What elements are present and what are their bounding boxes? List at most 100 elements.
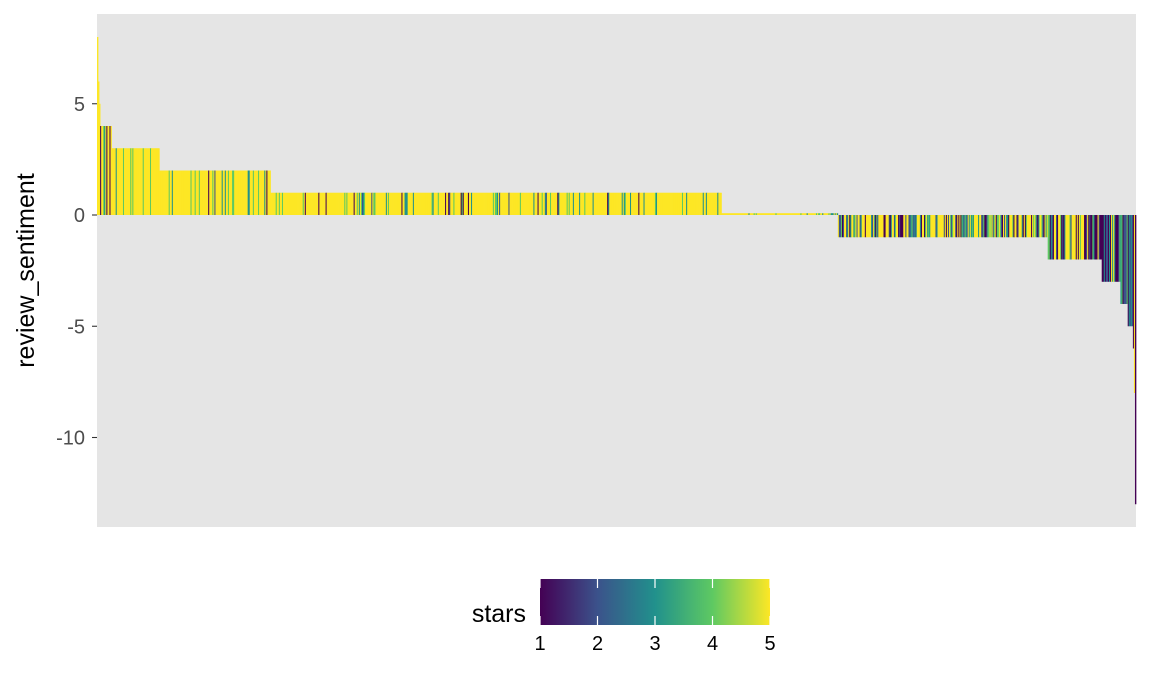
bar xyxy=(460,192,463,215)
bar xyxy=(282,192,285,215)
bar xyxy=(137,148,139,215)
bar xyxy=(844,215,846,238)
bar xyxy=(326,192,329,215)
bar xyxy=(240,170,242,215)
bar xyxy=(355,192,358,215)
bar xyxy=(695,192,697,215)
bar xyxy=(818,213,820,215)
bar xyxy=(862,215,865,238)
bar xyxy=(310,192,312,215)
bar xyxy=(1098,215,1100,260)
bar xyxy=(166,170,168,215)
bar xyxy=(331,192,334,215)
bar xyxy=(596,192,599,215)
bar xyxy=(340,192,342,215)
bar xyxy=(181,170,183,215)
bar xyxy=(790,213,792,215)
bar xyxy=(908,215,910,238)
bar xyxy=(521,192,524,215)
bar xyxy=(300,192,303,215)
bar xyxy=(963,215,965,238)
bar xyxy=(529,192,531,215)
bar xyxy=(393,192,395,215)
bar xyxy=(324,192,326,215)
bar xyxy=(884,215,886,238)
bar xyxy=(1015,215,1017,238)
bar xyxy=(258,170,260,215)
bar xyxy=(494,192,497,215)
bar xyxy=(339,192,341,215)
bar xyxy=(561,192,563,215)
bar xyxy=(957,215,959,238)
bar xyxy=(135,148,137,215)
bar xyxy=(280,192,283,215)
bar xyxy=(628,192,631,215)
bar xyxy=(750,213,752,215)
bars-group xyxy=(97,37,1137,505)
bar xyxy=(942,215,945,238)
bar xyxy=(898,215,900,238)
bar xyxy=(179,170,181,215)
bar xyxy=(413,192,416,215)
bar xyxy=(627,192,630,215)
bar xyxy=(263,170,265,215)
bar xyxy=(546,192,549,215)
bar xyxy=(456,192,458,215)
bar xyxy=(272,192,274,215)
bar xyxy=(403,192,405,215)
bar xyxy=(1012,215,1014,238)
bar xyxy=(489,192,492,215)
bar xyxy=(902,215,904,238)
bar xyxy=(866,215,869,238)
bar xyxy=(755,213,758,215)
bar xyxy=(183,170,185,215)
bar xyxy=(277,192,280,215)
bar xyxy=(1103,215,1106,282)
bar xyxy=(247,170,250,215)
bar xyxy=(861,215,864,238)
bar xyxy=(704,192,707,215)
bar xyxy=(162,170,164,215)
bar xyxy=(367,192,369,215)
bar xyxy=(335,192,338,215)
bar xyxy=(679,192,682,215)
bar xyxy=(647,192,650,215)
bar xyxy=(1033,215,1035,238)
bar xyxy=(220,170,223,215)
bar xyxy=(781,213,784,215)
bar xyxy=(605,192,607,215)
bar xyxy=(633,192,635,215)
bar xyxy=(841,215,844,238)
bar xyxy=(805,213,807,215)
bar xyxy=(1115,215,1117,282)
bar xyxy=(837,215,840,238)
bar xyxy=(666,192,668,215)
bar xyxy=(696,192,698,215)
bar xyxy=(978,215,980,238)
bar xyxy=(859,215,862,238)
bar xyxy=(98,81,100,215)
bar xyxy=(947,215,950,238)
bar xyxy=(830,213,832,215)
bar xyxy=(764,213,766,215)
bar xyxy=(396,192,398,215)
bar xyxy=(914,215,917,238)
bar xyxy=(983,215,985,238)
colorbar-tick-label: 5 xyxy=(764,633,775,655)
bar xyxy=(1049,215,1052,260)
bar xyxy=(795,213,797,215)
bar xyxy=(804,213,806,215)
bar xyxy=(104,126,106,215)
bar xyxy=(115,148,118,215)
bar xyxy=(852,215,854,238)
bar xyxy=(107,126,109,215)
bar xyxy=(1062,215,1064,260)
bar xyxy=(590,192,592,215)
bar xyxy=(815,213,818,215)
bar xyxy=(1118,215,1120,282)
bar xyxy=(774,213,776,215)
bar xyxy=(118,148,121,215)
bar xyxy=(737,213,739,215)
bar xyxy=(1134,215,1137,505)
bar xyxy=(143,148,146,215)
